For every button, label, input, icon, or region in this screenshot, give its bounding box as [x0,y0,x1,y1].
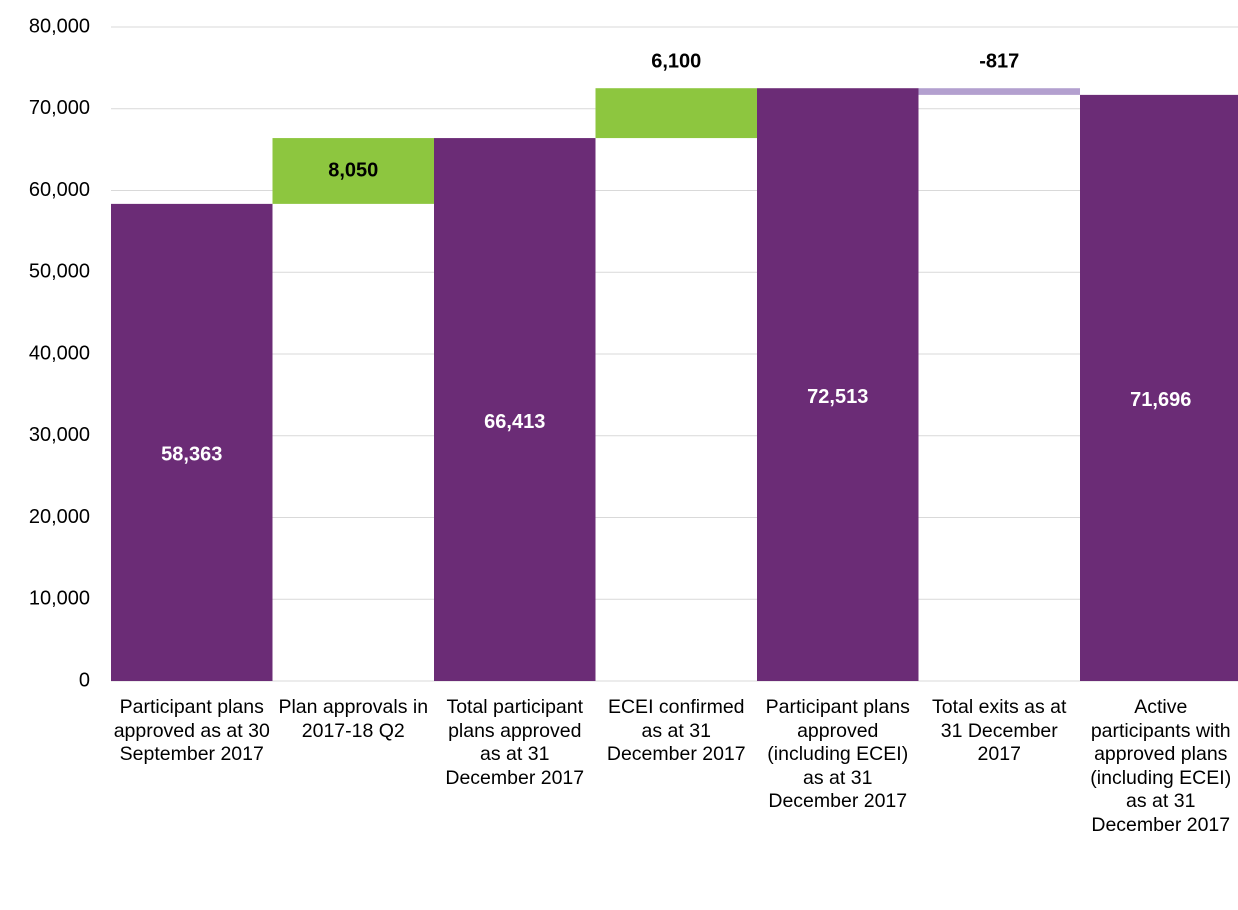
value-label: 58,363 [161,444,222,466]
value-label: -817 [979,50,1019,72]
x-tick-label: Total exits as at 31 December 2017 [932,696,1067,765]
value-label: 6,100 [651,50,701,72]
x-tick-label: Total participant plans approved as at 3… [445,696,585,789]
y-tick-label: 70,000 [29,97,90,119]
value-label: 66,413 [484,411,545,433]
bar [434,138,596,681]
y-tick-label: 60,000 [29,179,90,201]
y-tick-label: 40,000 [29,342,90,364]
bar [272,138,434,204]
value-label: 71,696 [1130,389,1191,411]
x-tick-label: Plan approvals in 2017-18 Q2 [278,696,429,742]
bar [1080,94,1238,682]
y-tick-label: 20,000 [29,506,90,528]
y-tick-label: 10,000 [29,588,90,610]
y-tick-label: 80,000 [29,15,90,37]
x-tick-label: Participant plans approved (including EC… [765,696,910,812]
y-tick-label: 0 [79,669,90,691]
value-label: 72,513 [807,386,868,408]
bar [595,88,757,139]
y-tick-label: 50,000 [29,261,90,283]
y-tick-label: 30,000 [29,424,90,446]
bar [918,88,1080,95]
x-tick-label: Active participants with approved plans … [1090,696,1232,836]
bar [111,203,273,681]
bar [757,88,919,681]
x-tick-label: Participant plans approved as at 30 Sept… [113,696,270,765]
value-label: 8,050 [328,159,378,181]
x-tick-label: ECEI confirmed as at 31 December 2017 [606,696,746,765]
